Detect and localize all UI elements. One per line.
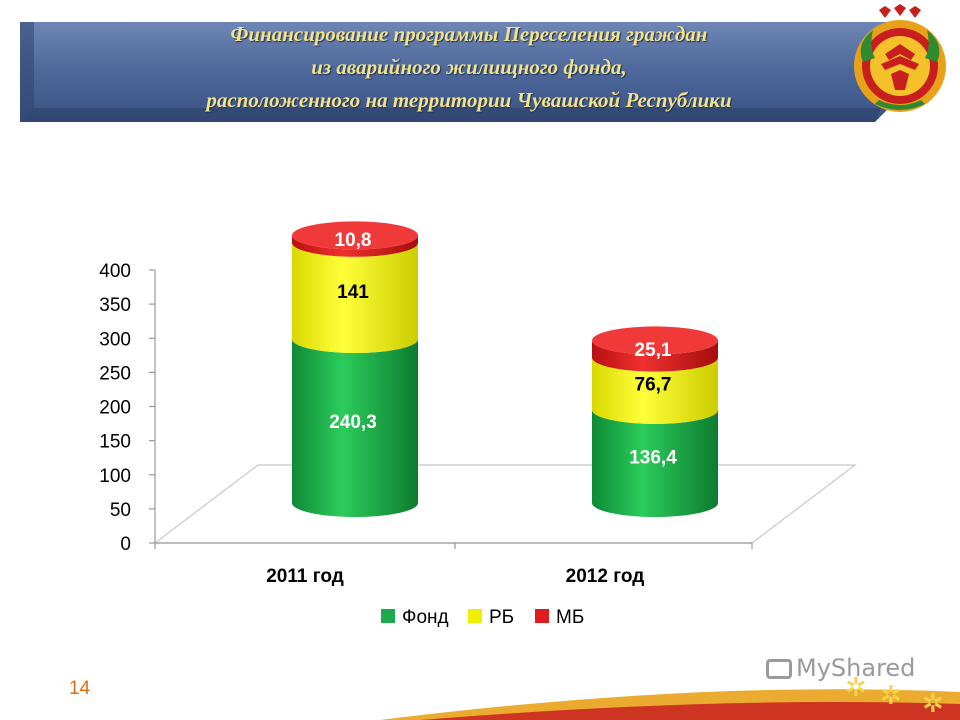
y-tick-label: 50	[110, 500, 131, 521]
legend-label: Фонд	[402, 607, 449, 628]
bar-top-cap	[592, 326, 718, 355]
data-label: 141	[337, 282, 369, 303]
legend-swatch-РБ	[468, 609, 482, 623]
data-label: 10,8	[335, 230, 372, 251]
legend-swatch-МБ	[535, 609, 549, 623]
bar-segment-МБ	[292, 235, 418, 257]
bar-segment-РБ	[292, 242, 418, 353]
chart-floor	[153, 464, 857, 544]
watermark: MyShared	[766, 654, 915, 682]
page-number: 14	[69, 678, 91, 699]
data-label: 76,7	[635, 375, 672, 396]
legend-swatch-Фонд	[381, 609, 395, 623]
y-tick-label: 350	[99, 295, 131, 316]
bar-segment-Фонд	[592, 409, 718, 517]
bar-segment-РБ	[592, 357, 718, 424]
title-line-2: из аварийного жилищного фонда,	[311, 55, 627, 79]
title-line-1: Финансирование программы Переселения гра…	[230, 22, 708, 46]
y-tick-label: 400	[99, 261, 131, 282]
data-label: 25,1	[635, 340, 672, 361]
decorative-star-icon: ✲	[880, 680, 902, 710]
myshared-logo-icon	[766, 659, 792, 679]
y-tick-label: 250	[99, 363, 131, 384]
y-tick-label: 100	[99, 466, 131, 487]
x-category-label: 2011 год	[266, 566, 344, 587]
watermark-text: MyShared	[796, 654, 916, 682]
title-line-3: расположенного на территории Чувашской Р…	[206, 88, 732, 112]
bar-segment-МБ	[592, 340, 718, 372]
data-label: 136,4	[629, 447, 677, 468]
y-tick-label: 0	[120, 534, 131, 555]
legend-label: МБ	[556, 607, 584, 628]
chuvashia-emblem-icon	[854, 4, 946, 112]
y-tick-label: 300	[99, 329, 131, 350]
legend-label: РБ	[489, 607, 514, 628]
y-tick-label: 150	[99, 432, 131, 453]
y-tick-label: 200	[99, 398, 131, 419]
data-label: 240,3	[329, 412, 377, 433]
footer-decoration	[380, 689, 960, 720]
decorative-star-icon: ✲	[922, 688, 944, 718]
bar-segment-Фонд	[292, 338, 418, 517]
x-category-label: 2012 год	[566, 566, 645, 587]
bar-top-cap	[292, 221, 418, 250]
decorative-star-icon: ✲	[845, 672, 867, 702]
header-banner	[20, 22, 895, 122]
